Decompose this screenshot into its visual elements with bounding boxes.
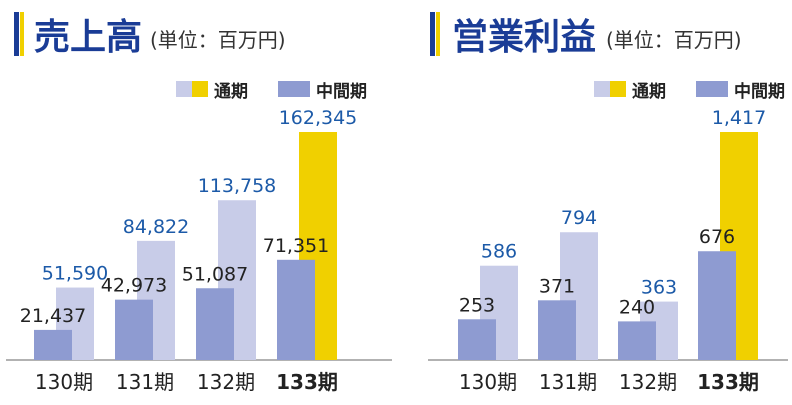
legend-full-year-swatch	[594, 81, 626, 97]
sales-chart-title: 売上高	[34, 17, 143, 58]
legend-interim-swatch	[696, 81, 728, 97]
interim-bar	[196, 288, 234, 360]
sales-chart-panel: 売上高 (単位：百万円) 通期 中間期 51,590 21,437 130期 84,8…	[6, 12, 392, 394]
operating-profit-chart-title: 営業利益	[452, 17, 597, 58]
sales-chart-legend: 通期 中間期	[176, 79, 367, 102]
category-label: 132期	[197, 370, 255, 394]
full-year-value-label: 794	[561, 207, 597, 229]
interim-bar	[618, 321, 656, 360]
interim-bar	[458, 319, 496, 360]
interim-value-label: 21,437	[20, 305, 86, 327]
full-year-value-label: 363	[641, 277, 677, 299]
full-year-value-label: 84,822	[123, 216, 189, 238]
legend-interim-label: 中間期	[316, 81, 367, 102]
interim-value-label: 371	[539, 275, 575, 297]
title-accent-bar	[14, 12, 24, 56]
operating-profit-chart-unit: (単位：百万円)	[606, 28, 742, 52]
full-year-value-label: 51,590	[42, 263, 108, 285]
interim-bar	[34, 329, 72, 360]
legend-full-year-label: 通期	[632, 81, 666, 102]
interim-bar	[277, 259, 315, 360]
legend-interim-label: 中間期	[734, 81, 785, 102]
legend-full-year-label: 通期	[214, 81, 248, 102]
category-label: 133期	[697, 370, 759, 394]
full-year-value-label: 1,417	[712, 107, 766, 129]
full-year-value-label: 113,758	[198, 175, 277, 197]
category-label: 130期	[35, 370, 93, 394]
category-label: 133期	[276, 370, 338, 394]
title-accent-bar	[430, 12, 440, 56]
category-label: 131期	[539, 370, 597, 394]
full-year-value-label: 162,345	[279, 107, 358, 129]
interim-value-label: 71,351	[263, 235, 329, 257]
category-label: 132期	[619, 370, 677, 394]
legend-interim-swatch	[278, 81, 310, 97]
interim-value-label: 676	[699, 226, 735, 248]
sales-bar-chart: 51,590 21,437 130期 84,822 42,973 131期 113,758 5…	[6, 107, 392, 394]
interim-value-label: 42,973	[101, 275, 167, 297]
legend-full-year-swatch	[176, 81, 208, 97]
interim-bar	[698, 251, 736, 360]
interim-value-label: 240	[619, 296, 655, 318]
operating-profit-chart-panel: 営業利益 (単位：百万円) 通期 中間期 586 253 130期 794 371 131…	[396, 0, 792, 405]
interim-value-label: 51,087	[182, 263, 248, 285]
category-label: 131期	[116, 370, 174, 394]
sales-chart-unit: (単位：百万円)	[150, 28, 286, 52]
full-year-value-label: 586	[481, 241, 517, 263]
interim-bar	[115, 299, 153, 360]
interim-value-label: 253	[459, 294, 495, 316]
interim-bar	[538, 300, 576, 360]
category-label: 130期	[459, 370, 517, 394]
operating-profit-chart-legend: 通期 中間期	[594, 79, 785, 102]
